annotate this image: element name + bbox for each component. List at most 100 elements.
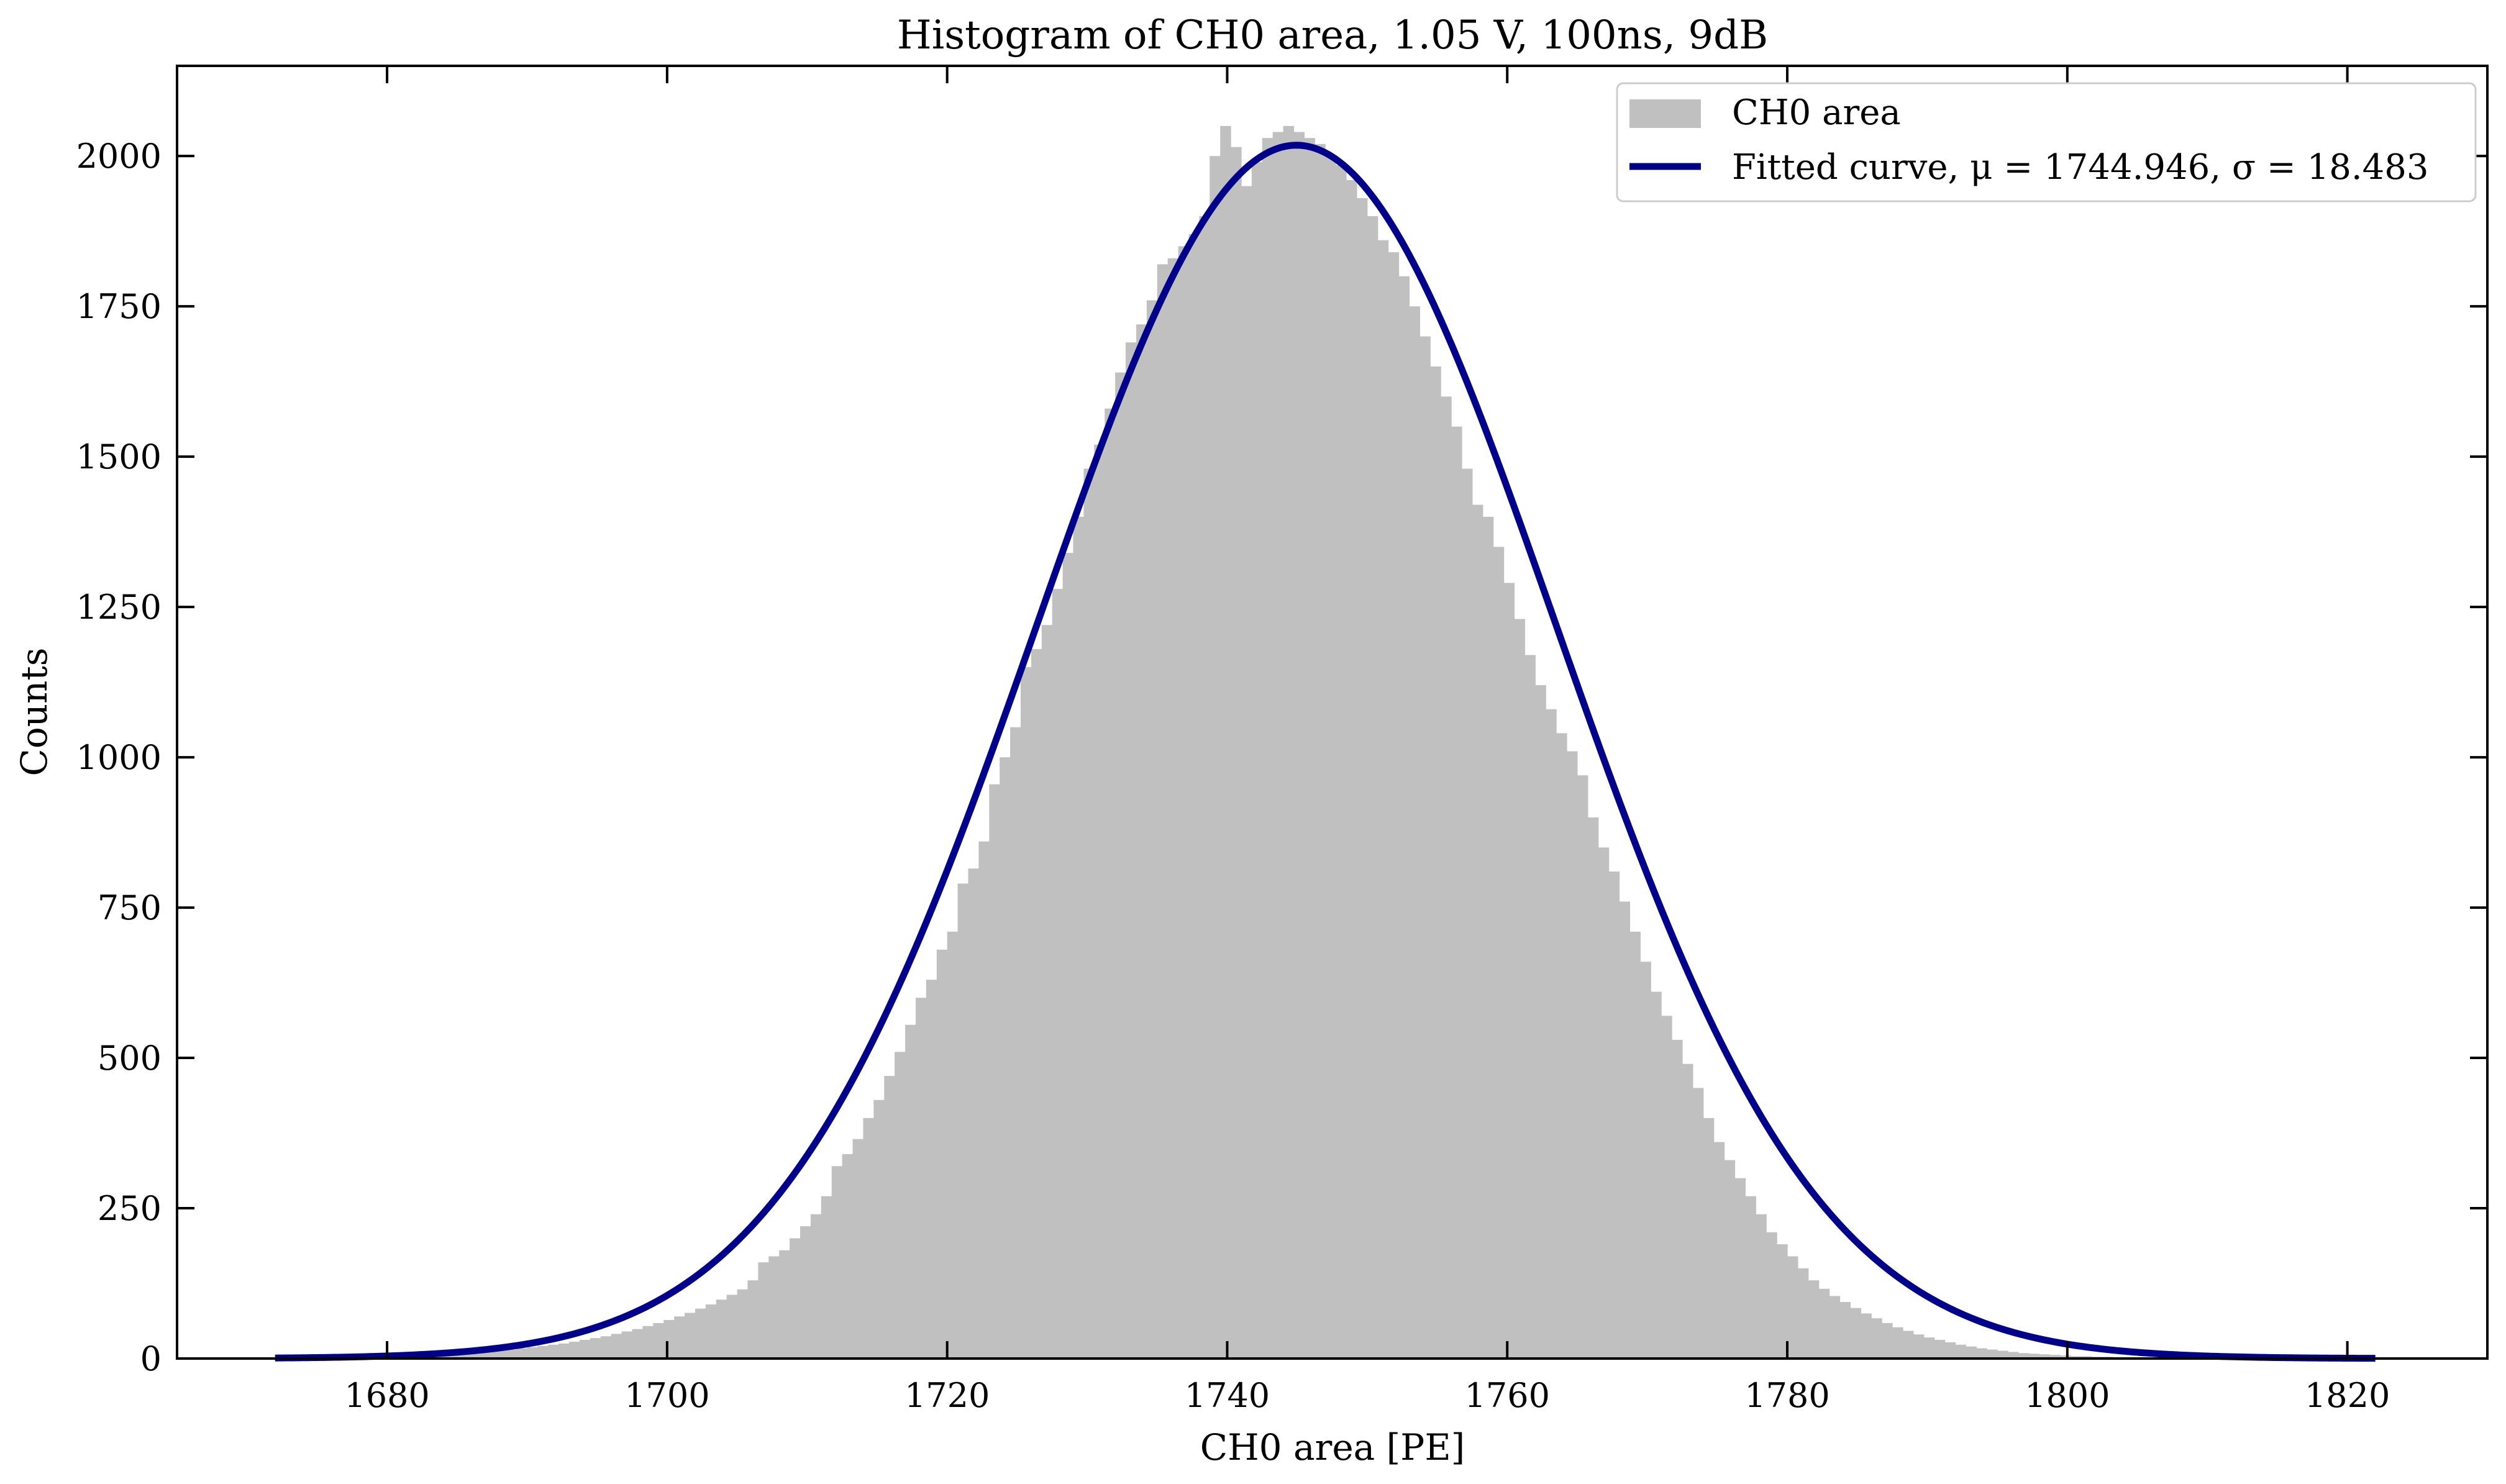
plot-frame <box>176 65 2489 1360</box>
histogram-bar <box>1220 125 1231 1359</box>
histogram-bar <box>1766 1232 1777 1359</box>
histogram-bar <box>621 1331 633 1359</box>
histogram-bar <box>1503 583 1515 1359</box>
histogram-bar <box>632 1329 644 1359</box>
histogram-bar <box>1535 685 1546 1359</box>
histogram-bar <box>1682 1063 1693 1359</box>
y-tick-label: 1750 <box>76 287 162 326</box>
histogram-bar <box>1577 775 1588 1359</box>
histogram-bar <box>884 1076 895 1359</box>
histogram-bar <box>810 1214 822 1359</box>
histogram-bar <box>506 1349 517 1359</box>
histogram-bar <box>1850 1308 1861 1359</box>
histogram-bar <box>747 1280 759 1359</box>
histogram-bar <box>758 1262 769 1359</box>
histogram-bar <box>1672 1040 1683 1359</box>
histogram-bar <box>1745 1196 1756 1359</box>
histogram-bar <box>1105 408 1116 1359</box>
histogram-bar <box>1178 246 1190 1359</box>
histogram-bar <box>790 1238 801 1359</box>
histogram-bar <box>642 1326 654 1359</box>
histogram-bar <box>1441 396 1452 1359</box>
histogram-bar <box>1388 252 1400 1359</box>
histogram-bar <box>1409 306 1420 1359</box>
y-tick-label: 750 <box>98 888 162 927</box>
histogram-bar <box>537 1345 549 1359</box>
histogram-bar <box>1325 156 1336 1359</box>
legend-label-fit: Fitted curve, μ = 1744.946, σ = 18.483 <box>1732 147 2429 188</box>
histogram-bar <box>1629 931 1641 1359</box>
histogram-bar <box>1021 667 1032 1359</box>
y-axis-label: Counts <box>13 647 55 776</box>
histogram-bar <box>1713 1142 1725 1359</box>
histogram-bar <box>968 868 979 1359</box>
x-tick-label: 1780 <box>1744 1376 1829 1415</box>
histogram-bar <box>1651 991 1662 1359</box>
histogram-bar <box>1987 1349 1998 1359</box>
x-tick-label: 1820 <box>2305 1376 2390 1415</box>
histogram-bar <box>2039 1354 2051 1359</box>
histogram-bar <box>1041 625 1053 1359</box>
histogram-bar <box>1892 1327 1903 1359</box>
legend-box <box>1616 82 2477 203</box>
fitted-curve <box>275 142 2376 1362</box>
histogram-bar <box>1839 1302 1851 1359</box>
histogram-bar <box>779 1250 790 1359</box>
histogram-bar <box>1787 1256 1798 1359</box>
histogram-bar <box>1524 655 1536 1359</box>
histogram-bar <box>1640 962 1651 1359</box>
histogram-bar <box>1923 1337 1935 1359</box>
histogram-bar <box>1115 372 1126 1359</box>
histogram-bar <box>1734 1178 1746 1359</box>
histogram-bar <box>873 1099 885 1359</box>
histogram-bar <box>685 1313 696 1359</box>
histogram-bar <box>1861 1313 1872 1359</box>
histogram-bar <box>1451 426 1462 1359</box>
histogram-bar <box>674 1316 685 1359</box>
histogram-bar <box>1871 1318 1882 1359</box>
histogram-bar <box>1692 1088 1704 1359</box>
x-axis-label: CH0 area [PE] <box>1200 1426 1465 1468</box>
histogram-bar <box>611 1334 622 1359</box>
histogram-bar <box>1157 264 1169 1359</box>
histogram-bar <box>895 1052 906 1359</box>
y-tick-label: 1500 <box>76 437 162 476</box>
histogram-bar <box>1136 324 1147 1359</box>
histogram-bar <box>1430 366 1441 1359</box>
histogram-bar <box>453 1353 465 1359</box>
histogram-bar <box>1094 444 1105 1359</box>
histogram-bar <box>495 1350 507 1359</box>
x-tick-label: 1740 <box>1185 1376 1270 1415</box>
histogram-bar <box>1083 468 1095 1359</box>
histogram-bar <box>1210 156 1221 1359</box>
histogram-bar <box>1567 751 1578 1359</box>
histogram-bar <box>548 1344 559 1359</box>
histogram-bar <box>464 1352 475 1359</box>
histogram-bar <box>1315 143 1326 1359</box>
histogram-bar <box>1052 589 1064 1359</box>
histogram-bar <box>1608 872 1620 1359</box>
legend: CH0 area Fitted curve, μ = 1744.946, σ =… <box>1616 82 2477 203</box>
histogram-bar <box>1000 757 1011 1359</box>
histogram-bar <box>863 1118 874 1359</box>
histogram-bar <box>1619 901 1631 1359</box>
histogram-bar <box>1661 1016 1672 1359</box>
histogram-bar <box>947 931 959 1359</box>
histogram-bar <box>695 1308 706 1359</box>
histogram-bar <box>569 1341 580 1359</box>
histogram-bar <box>1913 1334 1925 1359</box>
histogram-bar <box>852 1139 864 1359</box>
histogram-bar <box>2028 1354 2040 1359</box>
histogram-bar <box>474 1352 486 1359</box>
histogram-bar <box>1882 1322 1893 1359</box>
histogram-bar <box>1797 1268 1809 1359</box>
histogram-bar <box>1272 132 1284 1359</box>
histogram-bar <box>2008 1352 2019 1359</box>
histogram-bar <box>1419 336 1431 1359</box>
x-tick-label: 1700 <box>624 1376 709 1415</box>
histogram-bar <box>1461 468 1473 1359</box>
histogram-bar <box>1976 1348 1987 1359</box>
histogram-bar <box>737 1289 749 1359</box>
histogram-bar <box>590 1338 601 1359</box>
